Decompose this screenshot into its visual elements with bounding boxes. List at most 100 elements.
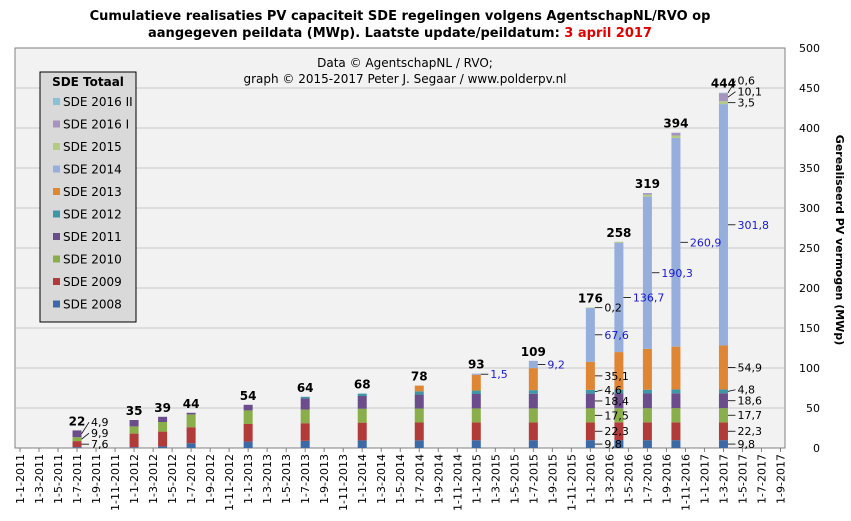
bar-segment — [585, 307, 595, 362]
bar-total-label: 54 — [240, 389, 257, 403]
y-tick-label: 0 — [813, 442, 820, 455]
annotation-leader — [81, 432, 90, 440]
legend-item-label: SDE 2014 — [63, 163, 122, 177]
peildatum: 3 april 2017 — [564, 26, 652, 41]
x-tick-label: 1-7-2012 — [185, 454, 198, 504]
legend-item-label: SDE 2015 — [63, 140, 122, 154]
annotation-leader — [727, 389, 736, 392]
bar-segment — [414, 422, 424, 441]
legend-swatch — [53, 278, 60, 285]
x-tick-label: 1-5-2015 — [508, 454, 521, 504]
bar-segment — [718, 422, 728, 441]
bar-segment — [414, 391, 424, 395]
x-tick-label: 1-1-2013 — [242, 454, 255, 504]
x-tick-label: 1-9-2012 — [204, 454, 217, 504]
bar-segment — [158, 422, 168, 432]
bar-segment — [614, 408, 624, 423]
segment-value-label: 4,6 — [604, 384, 622, 397]
y-tick-label: 200 — [799, 282, 820, 295]
bar-segment — [718, 104, 728, 346]
x-tick-label: 1-5-2014 — [394, 454, 407, 504]
bar-segment — [186, 412, 196, 415]
segment-value-label: 136,7 — [633, 291, 665, 304]
segment-value-label: 9,8 — [737, 438, 755, 451]
segment-value-label: 17,5 — [604, 409, 629, 422]
bar-segment — [186, 414, 196, 428]
bar-segment — [300, 440, 310, 448]
y-tick-label: 500 — [799, 42, 820, 55]
segment-value-label: 4,9 — [91, 416, 109, 429]
x-tick-label: 1-1-2017 — [698, 454, 711, 504]
bar-segment — [158, 446, 168, 448]
y-tick-label: 450 — [799, 82, 820, 95]
y-tick-label: 100 — [799, 362, 820, 375]
legend-item-label: SDE 2010 — [63, 253, 122, 267]
bar-segment — [718, 92, 728, 94]
bar-segment — [642, 408, 652, 423]
segment-value-label: 9,9 — [91, 427, 109, 440]
bar-segment — [614, 352, 624, 390]
bar-segment — [642, 440, 652, 448]
x-tick-label: 1-5-2017 — [736, 454, 749, 504]
gridlines — [15, 87, 785, 409]
bar-total-label: 44 — [183, 397, 200, 411]
bar-segment — [718, 408, 728, 423]
x-tick-label: 1-11-2016 — [679, 454, 692, 511]
legend-swatch — [53, 120, 60, 128]
annotation-leader — [81, 421, 90, 435]
x-tick-label: 1-5-2011 — [52, 454, 65, 504]
x-tick-label: 1-1-2016 — [584, 454, 597, 504]
bar-segment — [129, 447, 139, 448]
y-axis-label: Gerealiseerd PV vermogen (MWp) — [833, 135, 846, 345]
bar-segment — [642, 193, 652, 195]
bar-segment — [614, 440, 624, 448]
bar-segment — [614, 389, 624, 394]
legend-swatch — [53, 98, 60, 105]
bar-segment — [72, 447, 82, 448]
bar-segment — [528, 390, 538, 394]
x-tick-label: 1-9-2014 — [432, 454, 445, 504]
bar-segment — [585, 307, 595, 309]
bar-segment — [671, 132, 681, 136]
x-tick-label: 1-5-2012 — [166, 454, 179, 504]
legend-item-label: SDE 2009 — [63, 275, 122, 289]
segment-value-label: 4,8 — [737, 384, 755, 397]
bar-segment — [471, 373, 481, 375]
legend-item-label: SDE 2012 — [63, 208, 122, 222]
y-tick-label: 150 — [799, 322, 820, 335]
bar-segment — [300, 396, 310, 399]
bar-segment — [300, 398, 310, 410]
bar-total-label: 394 — [663, 117, 688, 131]
x-tick-label: 1-7-2014 — [413, 454, 426, 504]
segment-value-label: 190,3 — [661, 267, 693, 280]
bar-segment — [642, 196, 652, 349]
legend-swatch — [53, 165, 60, 173]
x-tick-label: 1-9-2013 — [318, 454, 331, 504]
x-tick-label: 1-1-2015 — [470, 454, 483, 504]
bar-segment — [718, 345, 728, 390]
bar-segment — [585, 389, 595, 394]
bar-segment — [671, 346, 681, 390]
bar-segment — [243, 404, 253, 411]
x-tick-label: 1-3-2013 — [261, 454, 274, 504]
bar-segment — [186, 427, 196, 444]
legend-swatch — [53, 233, 60, 240]
x-tick-label: 1-9-2011 — [90, 454, 103, 504]
x-tick-label: 1-3-2016 — [603, 454, 616, 504]
legend-item-label: SDE 2016 I — [63, 118, 129, 132]
x-tick-label: 1-3-2015 — [489, 454, 502, 504]
x-axis: 1-1-2011 1-3-2011 1-5-2011 1-7-2011 1-9-2011… — [14, 448, 787, 511]
bar-segment — [471, 394, 481, 409]
x-tick-label: 1-1-2012 — [128, 454, 141, 504]
bar-segment — [528, 360, 538, 369]
legend-swatch — [53, 300, 60, 308]
bar-segment — [414, 408, 424, 423]
legend-swatch — [53, 210, 60, 218]
x-tick-label: 1-7-2013 — [299, 454, 312, 504]
bar-segment — [357, 408, 367, 423]
bar-segment — [357, 440, 367, 448]
y-axis: 0 50 100 150 200 250 300 350 400 450 500 — [799, 42, 820, 455]
bar-segment — [585, 393, 595, 409]
y-tick-label: 350 — [799, 162, 820, 175]
bar-segment — [129, 420, 139, 427]
